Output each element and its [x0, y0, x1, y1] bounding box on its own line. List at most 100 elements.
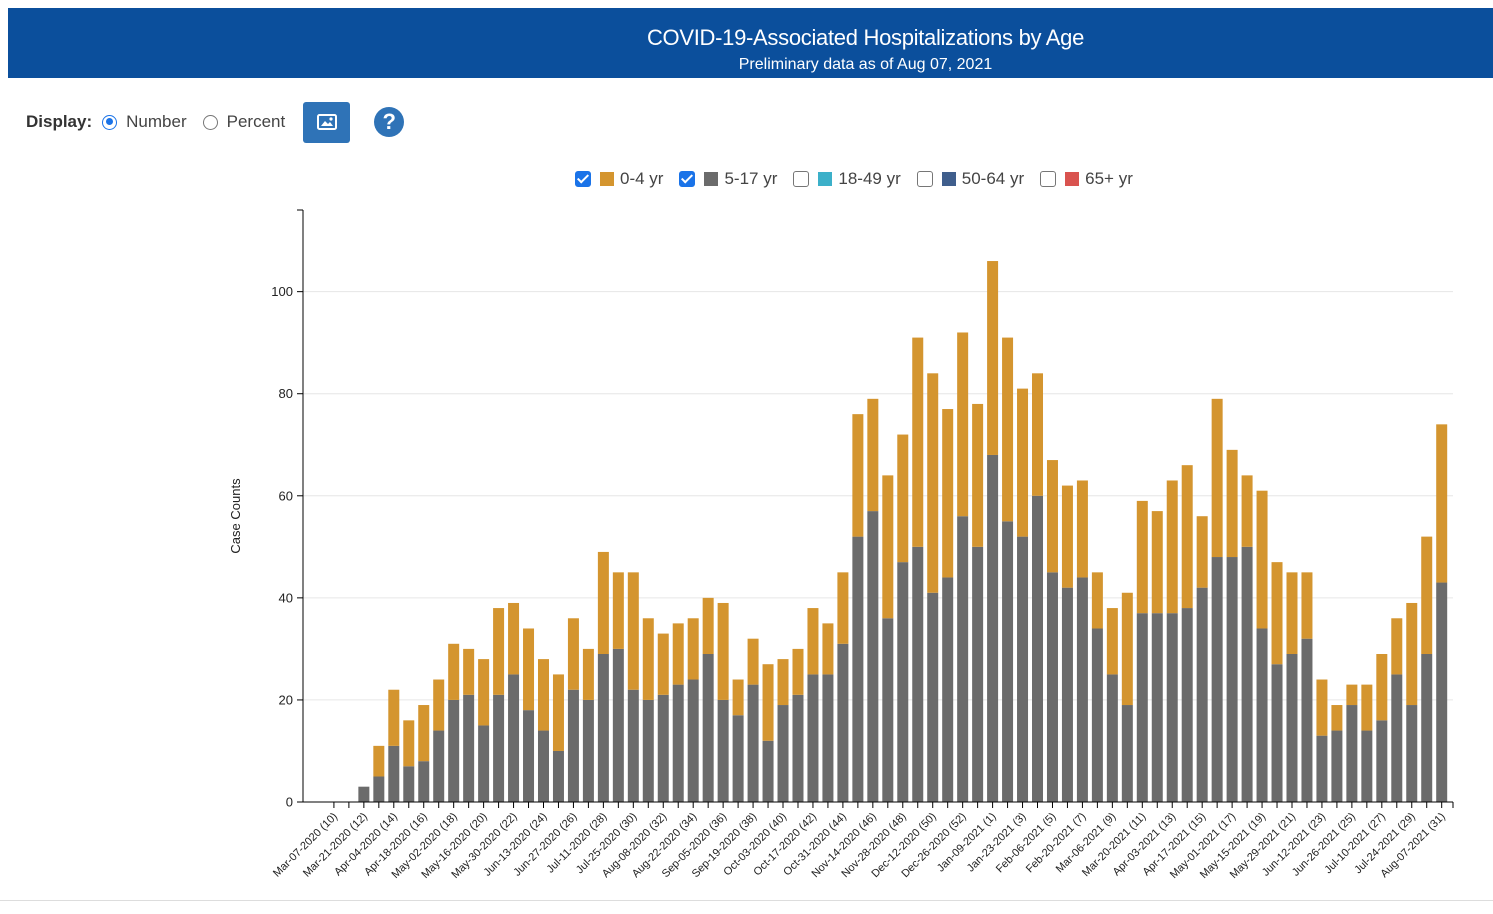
bar-segment-0-4 [732, 679, 744, 716]
bar-segment-0-4 [1032, 373, 1044, 496]
bar-segment-5-17 [687, 679, 699, 802]
bar-segment-5-17 [1091, 628, 1103, 802]
bar-segment-0-4 [493, 608, 505, 695]
bar-segment-5-17 [1391, 674, 1403, 802]
bar-segment-0-4 [1106, 608, 1118, 675]
bar-segment-0-4 [1436, 424, 1448, 583]
legend-item-5-17[interactable]: 5-17 yr [679, 169, 777, 189]
page-subtitle: Preliminary data as of Aug 07, 2021 [738, 56, 993, 73]
y-tick-label: 60 [279, 488, 293, 503]
bar-segment-0-4 [567, 618, 579, 690]
bar-segment-0-4 [777, 659, 789, 706]
legend-swatch-0-4 [600, 172, 614, 186]
bar-segment-5-17 [612, 648, 624, 802]
bar-segment-0-4 [523, 628, 535, 711]
bar-segment-0-4 [642, 618, 654, 700]
legend-checkbox-18-49[interactable] [793, 171, 810, 187]
bar-segment-5-17 [897, 562, 909, 802]
legend-checkbox-0-4[interactable] [575, 171, 591, 187]
bar-segment-0-4 [792, 648, 804, 695]
bar-segment-5-17 [1226, 557, 1238, 802]
bar-segment-0-4 [1181, 465, 1193, 609]
bar-segment-5-17 [1121, 705, 1133, 802]
bar-segment-0-4 [987, 261, 999, 455]
legend-checkbox-65plus[interactable] [1040, 171, 1057, 187]
bar-segment-0-4 [1241, 475, 1253, 547]
bar-segment-0-4 [807, 608, 819, 675]
bar-segment-5-17 [867, 511, 879, 802]
bar-segment-0-4 [657, 633, 669, 695]
bar-segment-5-17 [852, 536, 864, 802]
bar-segment-5-17 [567, 689, 579, 802]
bar-segment-0-4 [1376, 654, 1388, 721]
bar-segment-5-17 [777, 705, 789, 802]
bar-segment-0-4 [1301, 572, 1313, 639]
bar-segment-5-17 [957, 516, 969, 802]
radio-number[interactable]: Number [102, 112, 187, 132]
bar-segment-5-17 [1136, 613, 1148, 802]
bar-segment-0-4 [1166, 480, 1178, 614]
bar-segment-5-17 [1301, 638, 1313, 802]
bar-segment-5-17 [882, 618, 894, 802]
bar-segment-5-17 [1032, 495, 1044, 802]
radio-percent-button[interactable] [202, 114, 218, 130]
legend-item-0-4[interactable]: 0-4 yr [575, 169, 663, 189]
chart-legend: 0-4 yr 5-17 yr 18-49 yr 50-64 yr 65+ yr [575, 168, 1149, 190]
y-tick-label: 20 [279, 692, 293, 707]
bar-segment-0-4 [972, 403, 984, 547]
bar-segment-5-17 [1271, 664, 1283, 802]
bar-segment-0-4 [822, 623, 834, 675]
bar-segment-5-17 [972, 546, 984, 802]
legend-checkbox-50-64[interactable] [916, 171, 933, 187]
bar-segment-5-17 [1076, 577, 1088, 802]
bar-segment-0-4 [1346, 684, 1358, 706]
bar-segment-5-17 [552, 750, 564, 802]
legend-swatch-5-17 [704, 172, 719, 186]
bar-segment-0-4 [1286, 572, 1298, 654]
bar-segment-0-4 [627, 572, 639, 690]
bar-segment-0-4 [1151, 511, 1163, 614]
bar-segment-0-4 [942, 409, 954, 578]
bar-segment-5-17 [1002, 521, 1014, 802]
bar-segment-5-17 [702, 654, 714, 802]
bar-segment-5-17 [493, 694, 505, 802]
radio-number-button[interactable] [102, 114, 118, 130]
bar-segment-5-17 [1211, 557, 1223, 802]
bar-segment-5-17 [1017, 536, 1029, 802]
bar-segment-5-17 [657, 694, 669, 802]
help-icon[interactable]: ? [374, 107, 405, 137]
bar-segment-5-17 [1151, 613, 1163, 802]
legend-checkbox-5-17[interactable] [679, 171, 696, 187]
bar-segment-0-4 [403, 720, 415, 767]
bar-segment-0-4 [747, 638, 759, 685]
bar-segment-5-17 [1436, 582, 1448, 802]
bar-segment-5-17 [912, 546, 924, 802]
download-image-button[interactable] [303, 101, 351, 143]
bar-segment-5-17 [1286, 654, 1298, 802]
bar-segment-5-17 [448, 699, 460, 802]
bar-segment-5-17 [762, 740, 774, 802]
bar-segment-0-4 [448, 643, 460, 700]
bar-segment-5-17 [1376, 720, 1388, 802]
bar-segment-5-17 [717, 699, 729, 802]
legend-swatch-65plus [1065, 172, 1080, 186]
legend-label-5-17: 5-17 yr [724, 169, 778, 188]
bar-segment-5-17 [597, 654, 609, 802]
bar-segment-0-4 [1256, 490, 1268, 629]
radio-percent[interactable]: Percent [202, 112, 286, 132]
bar-segment-0-4 [478, 659, 490, 726]
bar-segment-0-4 [762, 664, 774, 741]
bar-segment-5-17 [1046, 572, 1058, 802]
bar-segment-0-4 [373, 745, 385, 777]
bar-segment-5-17 [642, 699, 654, 802]
legend-item-50-64[interactable]: 50-64 yr [916, 169, 1024, 189]
bar-segment-0-4 [1421, 536, 1433, 654]
bar-segment-5-17 [927, 592, 939, 802]
radio-percent-label: Percent [226, 112, 286, 131]
legend-item-18-49[interactable]: 18-49 yr [793, 169, 901, 189]
legend-item-65plus[interactable]: 65+ yr [1040, 169, 1133, 189]
bar-segment-0-4 [388, 689, 400, 746]
bar-segment-0-4 [582, 648, 594, 700]
bar-segment-5-17 [508, 674, 520, 802]
bar-segment-0-4 [597, 551, 609, 654]
